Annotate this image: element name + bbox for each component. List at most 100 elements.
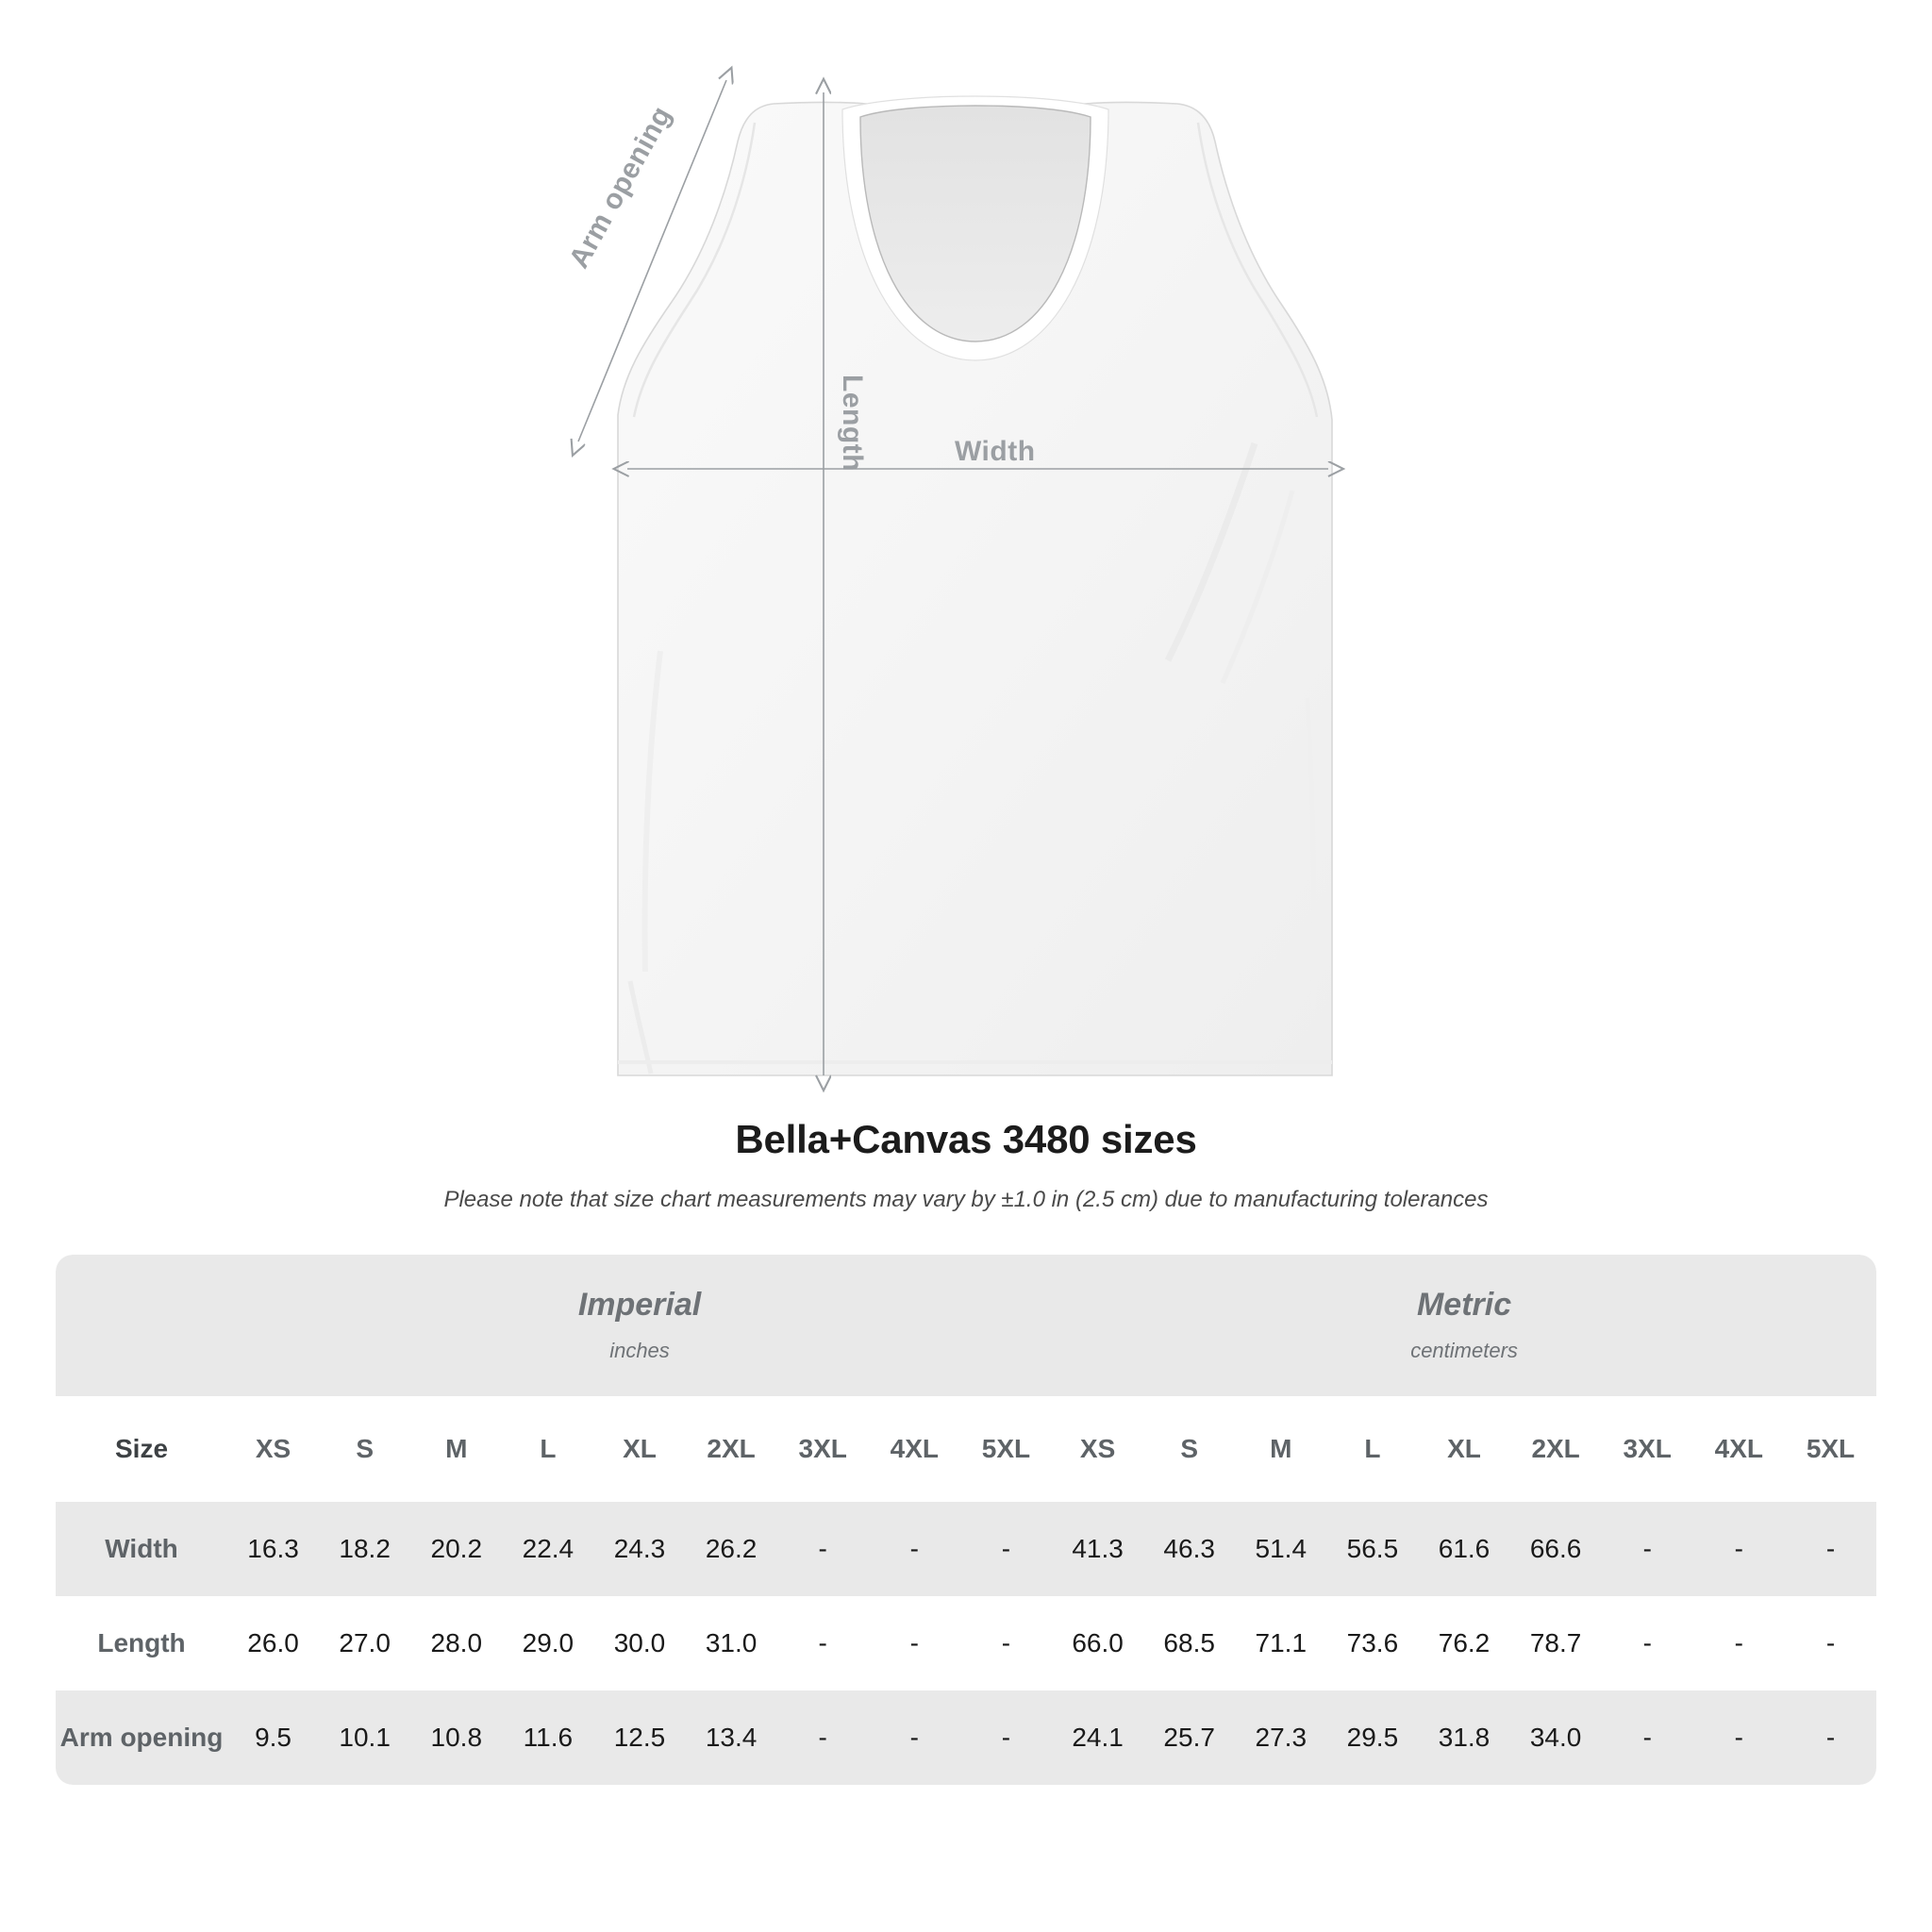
cell-width-imperial-4xl: - bbox=[868, 1502, 960, 1596]
cell-arm-metric-5xl: - bbox=[1784, 1690, 1877, 1785]
cell-length-imperial-2xl: 31.0 bbox=[685, 1596, 777, 1690]
cell-arm-imperial-4xl: - bbox=[868, 1690, 960, 1785]
size-header-imperial-l: L bbox=[502, 1396, 594, 1502]
cell-width-imperial-xs: 16.3 bbox=[227, 1502, 320, 1596]
unit-group-metric-sub: centimeters bbox=[1410, 1338, 1518, 1362]
cell-length-imperial-5xl: - bbox=[959, 1596, 1053, 1690]
cell-arm-imperial-l: 11.6 bbox=[502, 1690, 594, 1785]
cell-length-metric-m: 71.1 bbox=[1235, 1596, 1327, 1690]
garment-shape bbox=[617, 95, 1333, 1076]
size-header-imperial-3xl: 3XL bbox=[776, 1396, 869, 1502]
size-header-imperial-xl: XL bbox=[593, 1396, 686, 1502]
cell-width-metric-s: 46.3 bbox=[1143, 1502, 1236, 1596]
page-subtitle: Please note that size chart measurements… bbox=[443, 1187, 1489, 1212]
size-header-imperial-2xl: 2XL bbox=[685, 1396, 777, 1502]
width-label: Width bbox=[955, 436, 1036, 467]
size-header-metric-xl: XL bbox=[1418, 1396, 1510, 1502]
cell-arm-metric-2xl: 34.0 bbox=[1509, 1690, 1602, 1785]
cell-arm-imperial-m: 10.8 bbox=[410, 1690, 503, 1785]
cell-length-imperial-s: 27.0 bbox=[319, 1596, 411, 1690]
cell-width-metric-m: 51.4 bbox=[1235, 1502, 1327, 1596]
size-header-label: Size bbox=[56, 1396, 227, 1502]
cell-arm-metric-xs: 24.1 bbox=[1052, 1690, 1144, 1785]
cell-length-imperial-3xl: - bbox=[776, 1596, 869, 1690]
cell-width-imperial-5xl: - bbox=[959, 1502, 1053, 1596]
cell-arm-imperial-5xl: - bbox=[959, 1690, 1053, 1785]
size-header-imperial-xs: XS bbox=[227, 1396, 320, 1502]
cell-arm-imperial-3xl: - bbox=[776, 1690, 869, 1785]
cell-width-imperial-xl: 24.3 bbox=[593, 1502, 686, 1596]
cell-width-imperial-3xl: - bbox=[776, 1502, 869, 1596]
size-header-metric-xs: XS bbox=[1052, 1396, 1144, 1502]
cell-length-imperial-m: 28.0 bbox=[410, 1596, 503, 1690]
size-header-metric-s: S bbox=[1143, 1396, 1236, 1502]
cell-width-imperial-2xl: 26.2 bbox=[685, 1502, 777, 1596]
cell-arm-metric-l: 29.5 bbox=[1326, 1690, 1419, 1785]
cell-arm-metric-xl: 31.8 bbox=[1418, 1690, 1510, 1785]
neck-opening bbox=[859, 105, 1091, 342]
cell-arm-metric-3xl: - bbox=[1601, 1690, 1693, 1785]
page-title: Bella+Canvas 3480 sizes bbox=[735, 1117, 1197, 1161]
unit-group-imperial-name: Imperial bbox=[577, 1287, 702, 1324]
size-header-metric-3xl: 3XL bbox=[1601, 1396, 1693, 1502]
measurement-lines bbox=[578, 80, 1328, 1075]
arm-opening-dimension-line bbox=[578, 80, 726, 441]
cell-length-metric-l: 73.6 bbox=[1326, 1596, 1419, 1690]
unit-group-imperial-sub: inches bbox=[609, 1338, 670, 1362]
cell-length-metric-4xl: - bbox=[1692, 1596, 1785, 1690]
cell-length-metric-5xl: - bbox=[1784, 1596, 1877, 1690]
cell-length-metric-3xl: - bbox=[1601, 1596, 1693, 1690]
cell-length-metric-s: 68.5 bbox=[1143, 1596, 1236, 1690]
cell-length-metric-xl: 76.2 bbox=[1418, 1596, 1510, 1690]
cell-width-metric-4xl: - bbox=[1692, 1502, 1785, 1596]
row-label-length: Length bbox=[56, 1596, 227, 1690]
table-row: Width 16.3 18.2 20.2 22.4 24.3 26.2 - - … bbox=[56, 1502, 1877, 1596]
cell-width-imperial-s: 18.2 bbox=[319, 1502, 411, 1596]
size-header-metric-5xl: 5XL bbox=[1784, 1396, 1877, 1502]
cell-length-imperial-l: 29.0 bbox=[502, 1596, 594, 1690]
size-header-metric-4xl: 4XL bbox=[1692, 1396, 1785, 1502]
cell-width-metric-xl: 61.6 bbox=[1418, 1502, 1510, 1596]
cell-length-metric-2xl: 78.7 bbox=[1509, 1596, 1602, 1690]
cell-arm-imperial-xl: 12.5 bbox=[593, 1690, 686, 1785]
cell-arm-metric-m: 27.3 bbox=[1235, 1690, 1327, 1785]
size-header-row: Size XS S M L XL 2XL 3XL 4XL 5XL XS S M … bbox=[56, 1396, 1877, 1502]
cell-arm-imperial-2xl: 13.4 bbox=[685, 1690, 777, 1785]
cell-length-imperial-xl: 30.0 bbox=[593, 1596, 686, 1690]
size-header-metric-2xl: 2XL bbox=[1509, 1396, 1602, 1502]
cell-width-metric-2xl: 66.6 bbox=[1509, 1502, 1602, 1596]
unit-row-corner bbox=[56, 1255, 227, 1396]
size-chart-table-container: Imperial inches Metric centimeters Size … bbox=[56, 1255, 1877, 1785]
unit-group-metric: Metric centimeters bbox=[1052, 1255, 1877, 1396]
cell-width-metric-xs: 41.3 bbox=[1052, 1502, 1144, 1596]
size-chart-table: Imperial inches Metric centimeters Size … bbox=[56, 1255, 1877, 1785]
size-header-imperial-4xl: 4XL bbox=[868, 1396, 960, 1502]
size-header-imperial-m: M bbox=[410, 1396, 503, 1502]
cell-arm-imperial-s: 10.1 bbox=[319, 1690, 411, 1785]
unit-group-metric-name: Metric bbox=[1416, 1287, 1512, 1324]
cell-length-metric-xs: 66.0 bbox=[1052, 1596, 1144, 1690]
cell-width-imperial-m: 20.2 bbox=[410, 1502, 503, 1596]
cell-width-metric-5xl: - bbox=[1784, 1502, 1877, 1596]
table-row: Arm opening 9.5 10.1 10.8 11.6 12.5 13.4… bbox=[56, 1690, 1877, 1785]
cell-width-imperial-l: 22.4 bbox=[502, 1502, 594, 1596]
row-label-width: Width bbox=[56, 1502, 227, 1596]
tank-top-illustration bbox=[0, 0, 1932, 1113]
cell-length-imperial-xs: 26.0 bbox=[227, 1596, 320, 1690]
unit-group-header-row: Imperial inches Metric centimeters bbox=[56, 1255, 1877, 1396]
garment-diagram: Arm opening Length Width bbox=[0, 0, 1932, 1113]
size-header-imperial-s: S bbox=[319, 1396, 411, 1502]
size-header-metric-l: L bbox=[1326, 1396, 1419, 1502]
cell-width-metric-l: 56.5 bbox=[1326, 1502, 1419, 1596]
length-label: Length bbox=[837, 375, 868, 472]
cell-arm-metric-s: 25.7 bbox=[1143, 1690, 1236, 1785]
cell-arm-metric-4xl: - bbox=[1692, 1690, 1785, 1785]
cell-width-metric-3xl: - bbox=[1601, 1502, 1693, 1596]
cell-arm-imperial-xs: 9.5 bbox=[227, 1690, 320, 1785]
size-header-metric-m: M bbox=[1235, 1396, 1327, 1502]
table-row: Length 26.0 27.0 28.0 29.0 30.0 31.0 - -… bbox=[56, 1596, 1877, 1690]
unit-group-imperial: Imperial inches bbox=[227, 1255, 1053, 1396]
size-header-imperial-5xl: 5XL bbox=[959, 1396, 1053, 1502]
title-block: Bella+Canvas 3480 sizes Please note that… bbox=[0, 1117, 1932, 1213]
row-label-arm-opening: Arm opening bbox=[56, 1690, 227, 1785]
